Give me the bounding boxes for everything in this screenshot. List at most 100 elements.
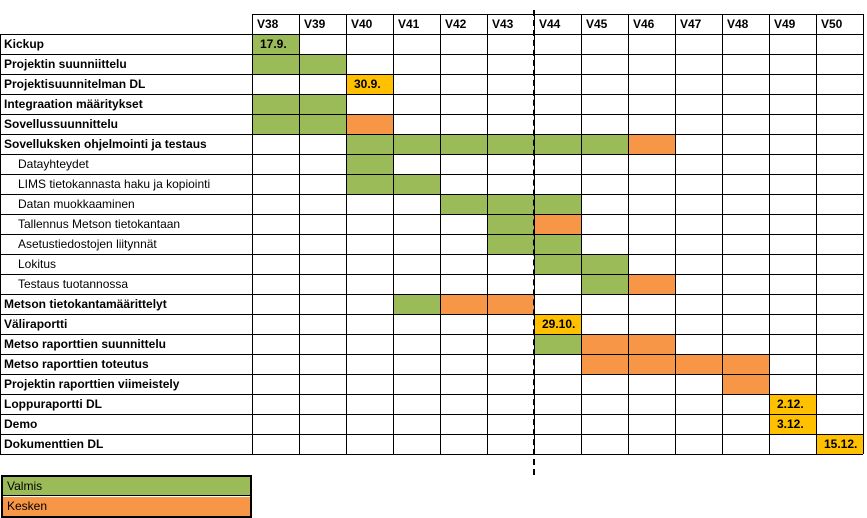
grid-vline — [346, 14, 347, 454]
bar-in-progress — [628, 334, 675, 354]
grid-vline — [393, 14, 394, 454]
grid-vline — [299, 14, 300, 454]
bar-done — [440, 194, 487, 214]
grid-hline — [0, 274, 863, 275]
bar-in-progress — [675, 354, 722, 374]
task-label: Demo — [4, 417, 38, 431]
task-label: Integraation määritykset — [4, 97, 143, 111]
grid-hline — [0, 34, 863, 35]
bar-done — [487, 194, 534, 214]
bar-done — [581, 254, 628, 274]
week-header-v43: V43 — [492, 17, 514, 31]
grid-hline — [0, 194, 863, 195]
task-label: Projektisuunnitelman DL — [4, 77, 146, 91]
bar-done — [252, 114, 299, 134]
grid-hline — [0, 294, 863, 295]
grid-vline — [252, 14, 253, 454]
bar-done — [252, 94, 299, 114]
bar-in-progress — [487, 294, 534, 314]
grid-hline — [0, 414, 863, 415]
grid-hline — [0, 154, 863, 155]
bar-done — [534, 134, 581, 154]
legend: Valmis Kesken — [1, 475, 252, 518]
week-header-v47: V47 — [680, 17, 702, 31]
grid-hline — [0, 134, 863, 135]
bar-done — [487, 134, 534, 154]
task-label: Sovelluksken ohjelmointi ja testaus — [4, 137, 207, 151]
legend-divider — [1, 495, 252, 496]
legend-item-in-progress: Kesken — [3, 497, 250, 516]
grid-hline — [0, 454, 863, 455]
week-header-v49: V49 — [774, 17, 796, 31]
milestone-marker: 2.12. — [769, 394, 816, 414]
grid-hline — [0, 374, 863, 375]
bar-done — [487, 214, 534, 234]
grid-hline — [0, 54, 863, 55]
current-week-marker — [533, 10, 535, 475]
grid-hline — [0, 214, 863, 215]
grid-hline — [0, 114, 863, 115]
task-label: Dokumenttien DL — [4, 437, 104, 451]
task-label: LIMS tietokannasta haku ja kopiointi — [18, 177, 211, 191]
week-header-v46: V46 — [633, 17, 655, 31]
grid-vline — [581, 14, 582, 454]
bar-done — [440, 134, 487, 154]
bar-done — [252, 54, 299, 74]
bar-done — [346, 154, 393, 174]
bar-in-progress — [346, 114, 393, 134]
bar-done — [346, 134, 393, 154]
task-label: Metso raporttien toteutus — [4, 357, 149, 371]
task-label: Kickup — [4, 37, 45, 51]
bar-done — [581, 274, 628, 294]
grid-vline — [487, 14, 488, 454]
bar-done — [534, 254, 581, 274]
bar-in-progress — [628, 274, 675, 294]
bar-in-progress — [440, 294, 487, 314]
task-label: Projektin suunniittelu — [4, 57, 127, 71]
bar-in-progress — [628, 134, 675, 154]
task-label: Datan muokkaaminen — [18, 197, 135, 211]
grid-vline — [816, 14, 817, 454]
bar-done — [393, 134, 440, 154]
bar-in-progress — [628, 354, 675, 374]
bar-in-progress — [581, 354, 628, 374]
grid-hline — [0, 234, 863, 235]
week-header-v42: V42 — [445, 17, 467, 31]
grid-hline — [252, 14, 863, 15]
grid-vline — [769, 14, 770, 454]
grid-hline — [0, 174, 863, 175]
bar-in-progress — [722, 374, 769, 394]
task-label: Väliraportti — [4, 317, 68, 331]
grid-hline — [0, 94, 863, 95]
week-header-v38: V38 — [257, 17, 279, 31]
grid-vline — [0, 34, 1, 454]
milestone-marker: 17.9. — [252, 34, 299, 54]
bar-done — [487, 234, 534, 254]
bar-done — [299, 94, 346, 114]
week-header-v40: V40 — [351, 17, 373, 31]
bar-done — [299, 114, 346, 134]
legend-label-in-progress: Kesken — [7, 499, 48, 513]
bar-in-progress — [534, 214, 581, 234]
grid-vline — [440, 14, 441, 454]
bar-done — [534, 194, 581, 214]
grid-vline — [675, 14, 676, 454]
task-label: Loppuraportti DL — [4, 397, 102, 411]
task-label: Lokitus — [18, 257, 57, 271]
grid-vline — [863, 14, 864, 454]
legend-item-done: Valmis — [3, 477, 250, 496]
bar-done — [534, 234, 581, 254]
week-header-v48: V48 — [727, 17, 749, 31]
milestone-marker: 15.12. — [816, 434, 863, 454]
task-label: Testaus tuotannossa — [18, 277, 129, 291]
week-header-v41: V41 — [398, 17, 420, 31]
task-label: Tallennus Metson tietokantaan — [18, 217, 181, 231]
bar-in-progress — [722, 354, 769, 374]
task-label: Metson tietokantamäärittelyt — [4, 297, 167, 311]
week-header-v44: V44 — [539, 17, 561, 31]
task-label: Asetustiedostojen liitynnät — [18, 237, 157, 251]
grid-hline — [0, 314, 863, 315]
bar-done — [581, 134, 628, 154]
task-label: Projektin raporttien viimeistely — [4, 377, 180, 391]
